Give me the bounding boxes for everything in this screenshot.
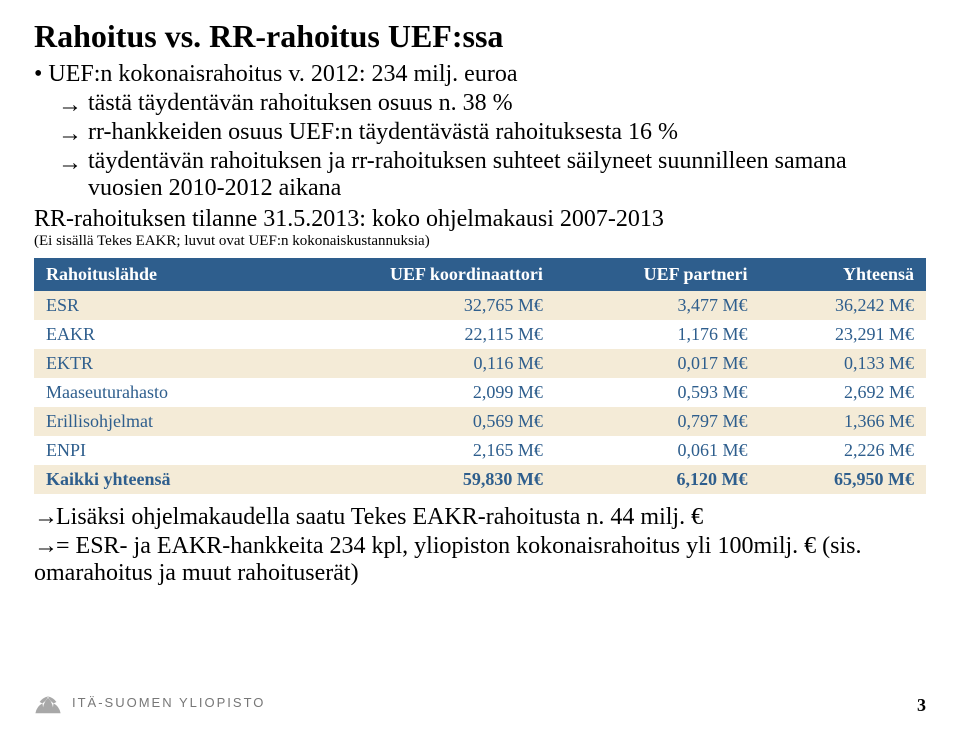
sub-heading-note: (Ei sisällä Tekes EAKR; luvut ovat UEF:n…	[34, 233, 926, 250]
col-source: Rahoituslähde	[34, 258, 272, 291]
footer-text: ITÄ-SUOMEN YLIOPISTO	[72, 695, 265, 710]
arrow-icon: →	[58, 150, 82, 177]
col-coord: UEF koordinaattori	[272, 258, 555, 291]
table-row: Maaseuturahasto2,099 M€0,593 M€2,692 M€	[34, 378, 926, 407]
table-cell: 2,692 M€	[759, 378, 926, 407]
table-cell: 65,950 M€	[759, 465, 926, 494]
table-cell: 0,593 M€	[555, 378, 760, 407]
table-header-row: Rahoituslähde UEF koordinaattori UEF par…	[34, 258, 926, 291]
table-cell: Kaikki yhteensä	[34, 465, 272, 494]
table-cell: 36,242 M€	[759, 291, 926, 320]
table-cell: 0,116 M€	[272, 349, 555, 378]
table-cell: ESR	[34, 291, 272, 320]
table-cell: EKTR	[34, 349, 272, 378]
footer: ITÄ-SUOMEN YLIOPISTO	[34, 688, 265, 716]
sub-heading: RR-rahoituksen tilanne 31.5.2013: koko o…	[34, 206, 926, 233]
table-total-row: Kaikki yhteensä59,830 M€6,120 M€65,950 M…	[34, 465, 926, 494]
arrow-icon: →	[34, 504, 56, 531]
after-line-1: →Lisäksi ohjelmakaudella saatu Tekes EAK…	[34, 504, 926, 531]
table-cell: 0,569 M€	[272, 407, 555, 436]
table-cell: Erillisohjelmat	[34, 407, 272, 436]
table-row: Erillisohjelmat0,569 M€0,797 M€1,366 M€	[34, 407, 926, 436]
arrow-line-1: → tästä täydentävän rahoituksen osuus n.…	[34, 90, 926, 117]
arrow-text-2: rr-hankkeiden osuus UEF:n täydentävästä …	[88, 119, 678, 145]
table-cell: 0,797 M€	[555, 407, 760, 436]
table-row: ENPI2,165 M€0,061 M€2,226 M€	[34, 436, 926, 465]
table-cell: 2,165 M€	[272, 436, 555, 465]
table-cell: Maaseuturahasto	[34, 378, 272, 407]
arrow-text-1: tästä täydentävän rahoituksen osuus n. 3…	[88, 90, 513, 116]
table-cell: 1,176 M€	[555, 320, 760, 349]
table-cell: ENPI	[34, 436, 272, 465]
table-cell: 6,120 M€	[555, 465, 760, 494]
table-cell: 32,765 M€	[272, 291, 555, 320]
arrow-icon: →	[58, 92, 82, 119]
table-cell: 3,477 M€	[555, 291, 760, 320]
after-text-2: = ESR- ja EAKR-hankkeita 234 kpl, yliopi…	[34, 533, 862, 586]
table-cell: 2,099 M€	[272, 378, 555, 407]
table-row: ESR32,765 M€3,477 M€36,242 M€	[34, 291, 926, 320]
arrow-line-2: → rr-hankkeiden osuus UEF:n täydentäväst…	[34, 119, 926, 146]
arrow-line-3: → täydentävän rahoituksen ja rr-rahoituk…	[34, 148, 926, 202]
table-cell: EAKR	[34, 320, 272, 349]
arrow-icon: →	[58, 121, 82, 148]
table-row: EAKR22,115 M€1,176 M€23,291 M€	[34, 320, 926, 349]
table-cell: 2,226 M€	[759, 436, 926, 465]
page-number: 3	[917, 695, 926, 716]
table-cell: 22,115 M€	[272, 320, 555, 349]
col-partner: UEF partneri	[555, 258, 760, 291]
after-text-1: Lisäksi ohjelmakaudella saatu Tekes EAKR…	[56, 504, 703, 530]
col-total: Yhteensä	[759, 258, 926, 291]
after-line-2: →= ESR- ja EAKR-hankkeita 234 kpl, yliop…	[34, 533, 926, 587]
arrow-text-3: täydentävän rahoituksen ja rr-rahoitukse…	[88, 148, 847, 201]
university-logo-icon	[34, 688, 62, 716]
table-cell: 1,366 M€	[759, 407, 926, 436]
table-row: EKTR0,116 M€0,017 M€0,133 M€	[34, 349, 926, 378]
table-cell: 0,017 M€	[555, 349, 760, 378]
funding-table: Rahoituslähde UEF koordinaattori UEF par…	[34, 258, 926, 494]
table-cell: 0,061 M€	[555, 436, 760, 465]
bullet-total-funding: • UEF:n kokonaisrahoitus v. 2012: 234 mi…	[34, 61, 926, 88]
table-cell: 59,830 M€	[272, 465, 555, 494]
arrow-icon: →	[34, 533, 56, 560]
table-cell: 0,133 M€	[759, 349, 926, 378]
table-cell: 23,291 M€	[759, 320, 926, 349]
page-title: Rahoitus vs. RR-rahoitus UEF:ssa	[34, 18, 926, 55]
